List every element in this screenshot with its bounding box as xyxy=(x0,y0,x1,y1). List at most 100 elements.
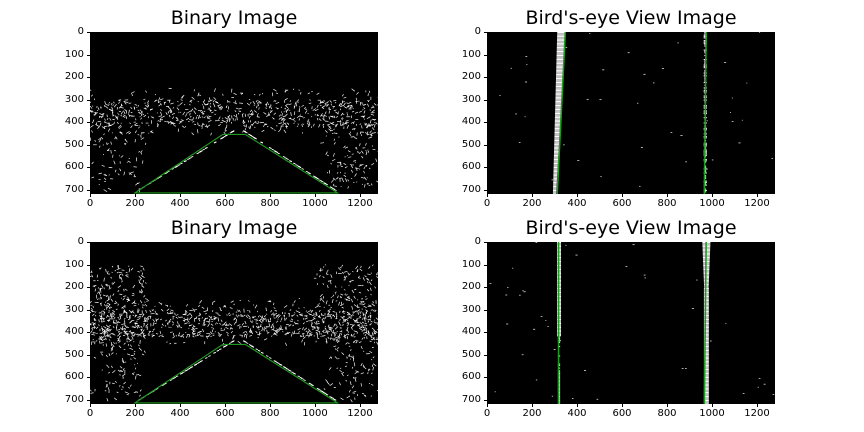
x-tick-label: 200 xyxy=(522,408,542,419)
image-canvas xyxy=(90,242,378,404)
roi-trapezoid xyxy=(133,343,340,404)
y-tick-mark xyxy=(87,144,90,146)
y-tick-label: 100 xyxy=(461,258,481,270)
x-tick-label: 600 xyxy=(612,198,632,209)
edge-pixels xyxy=(90,264,378,403)
x-tick-mark xyxy=(180,404,181,407)
x-tick-mark xyxy=(135,404,136,407)
x-tick-label: 1000 xyxy=(302,198,328,209)
y-tick-mark xyxy=(484,32,487,33)
y-tick-label: 100 xyxy=(64,48,84,60)
x-tick-mark xyxy=(270,404,271,407)
x-tick-label: 600 xyxy=(215,408,235,419)
x-tick-mark xyxy=(270,194,271,197)
x-tick-label: 600 xyxy=(612,408,632,419)
x-tick-mark xyxy=(577,404,578,407)
right-lane-fit xyxy=(703,242,707,404)
y-tick-mark xyxy=(484,77,487,78)
y-tick-label: 300 xyxy=(461,303,481,315)
x-tick-label: 1000 xyxy=(699,198,725,209)
left-lane-fit xyxy=(556,32,567,194)
y-tick-label: 400 xyxy=(64,326,84,337)
x-tick-mark xyxy=(315,194,316,197)
y-tick-mark xyxy=(87,287,90,288)
y-tick-mark xyxy=(484,309,487,311)
y-tick-mark xyxy=(484,54,487,56)
y-tick-label: 700 xyxy=(64,393,84,405)
x-tick-mark xyxy=(757,194,758,197)
x-tick-mark xyxy=(532,194,533,197)
right-lane-fit xyxy=(703,32,707,194)
x-tick-mark xyxy=(757,404,758,407)
x-tick-label: 800 xyxy=(260,408,280,419)
y-tick-mark xyxy=(87,189,90,191)
image-canvas xyxy=(487,32,775,194)
y-tick-mark xyxy=(87,167,90,168)
y-tick-label: 700 xyxy=(64,183,84,195)
x-tick-label: 400 xyxy=(170,408,190,419)
image-svg xyxy=(487,32,775,194)
x-tick-mark xyxy=(360,194,361,197)
y-tick-label: 100 xyxy=(64,258,84,270)
y-tick-mark xyxy=(87,32,90,33)
y-tick-mark xyxy=(87,264,90,266)
x-tick-label: 800 xyxy=(260,198,280,209)
y-tick-label: 500 xyxy=(64,348,84,360)
y-tick-mark xyxy=(87,399,90,401)
y-tick-label: 0 xyxy=(474,236,481,247)
y-tick-mark xyxy=(484,144,487,146)
panel-title: Bird's-eye View Image xyxy=(525,7,737,29)
y-tick-label: 600 xyxy=(64,371,84,382)
image-canvas xyxy=(90,32,378,194)
y-tick-mark xyxy=(484,264,487,266)
x-tick-mark xyxy=(315,404,316,407)
y-tick-mark xyxy=(484,354,487,356)
x-tick-mark xyxy=(180,194,181,197)
y-tick-mark xyxy=(484,167,487,168)
x-tick-label: 1000 xyxy=(699,408,725,419)
image-canvas xyxy=(487,242,775,404)
y-tick-mark xyxy=(87,354,90,356)
y-tick-mark xyxy=(87,242,90,243)
y-tick-label: 700 xyxy=(461,393,481,405)
y-tick-label: 400 xyxy=(461,116,481,127)
x-tick-mark xyxy=(712,194,713,197)
image-svg xyxy=(487,242,775,404)
y-tick-label: 400 xyxy=(461,326,481,337)
x-tick-mark xyxy=(622,194,623,197)
panel-title: Bird's-eye View Image xyxy=(525,217,737,239)
y-tick-mark xyxy=(484,122,487,123)
y-tick-label: 100 xyxy=(461,48,481,60)
panel-title: Binary Image xyxy=(170,217,298,239)
x-tick-label: 200 xyxy=(125,198,145,209)
x-tick-label: 1200 xyxy=(347,198,373,209)
x-tick-label: 1000 xyxy=(302,408,328,419)
y-tick-label: 200 xyxy=(461,71,481,82)
y-tick-label: 700 xyxy=(461,183,481,195)
x-tick-label: 0 xyxy=(483,198,491,209)
y-tick-label: 600 xyxy=(461,371,481,382)
y-tick-mark xyxy=(87,54,90,56)
x-tick-label: 400 xyxy=(567,408,587,419)
y-tick-label: 600 xyxy=(64,161,84,172)
y-tick-mark xyxy=(484,377,487,378)
y-tick-label: 200 xyxy=(64,281,84,292)
y-tick-mark xyxy=(87,77,90,78)
x-tick-label: 200 xyxy=(125,408,145,419)
x-tick-mark xyxy=(360,404,361,407)
y-tick-label: 0 xyxy=(77,26,84,37)
x-tick-mark xyxy=(225,404,226,407)
x-tick-label: 1200 xyxy=(744,408,770,419)
y-tick-mark xyxy=(484,287,487,288)
x-tick-mark xyxy=(577,194,578,197)
image-svg xyxy=(90,242,378,404)
y-tick-label: 300 xyxy=(64,303,84,315)
y-tick-mark xyxy=(484,189,487,191)
x-tick-label: 400 xyxy=(170,198,190,209)
y-tick-mark xyxy=(87,99,90,101)
x-tick-mark xyxy=(90,194,91,197)
y-tick-mark xyxy=(484,399,487,401)
x-tick-mark xyxy=(135,194,136,197)
x-tick-label: 0 xyxy=(483,408,491,419)
x-tick-label: 200 xyxy=(522,198,542,209)
